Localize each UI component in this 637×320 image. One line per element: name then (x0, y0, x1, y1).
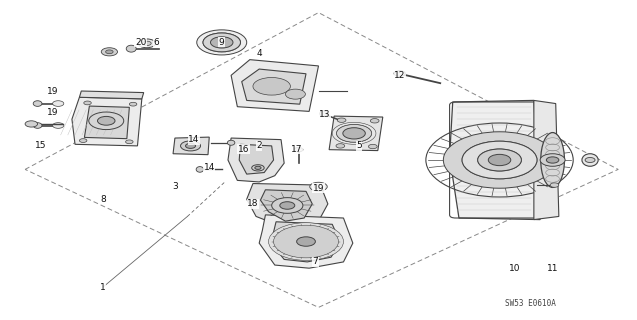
Polygon shape (450, 100, 540, 220)
Circle shape (272, 198, 303, 213)
Polygon shape (80, 91, 144, 99)
Circle shape (585, 157, 595, 163)
Polygon shape (84, 106, 129, 139)
Circle shape (101, 48, 117, 56)
Circle shape (343, 128, 366, 139)
Circle shape (280, 202, 295, 209)
Circle shape (138, 39, 155, 48)
Circle shape (273, 225, 338, 258)
Circle shape (394, 71, 405, 76)
Polygon shape (241, 69, 306, 104)
Circle shape (80, 139, 87, 142)
Ellipse shape (33, 123, 42, 128)
Circle shape (478, 149, 521, 171)
Text: 19: 19 (47, 86, 59, 95)
Circle shape (210, 37, 233, 48)
Polygon shape (247, 183, 328, 228)
Text: 19: 19 (47, 108, 59, 117)
Circle shape (550, 183, 559, 187)
Circle shape (294, 148, 303, 152)
Circle shape (297, 237, 315, 246)
Circle shape (197, 30, 247, 55)
Polygon shape (173, 137, 209, 155)
Circle shape (125, 140, 133, 144)
Circle shape (25, 121, 38, 127)
Text: 20: 20 (135, 38, 147, 47)
Polygon shape (329, 116, 383, 151)
Circle shape (314, 184, 323, 189)
Circle shape (310, 182, 327, 191)
Text: 19: 19 (313, 184, 324, 193)
Circle shape (368, 144, 377, 149)
Ellipse shape (196, 167, 204, 172)
Text: 4: 4 (256, 49, 262, 58)
Text: SW53 E0610A: SW53 E0610A (505, 299, 556, 308)
Text: 6: 6 (154, 38, 159, 47)
Ellipse shape (227, 140, 235, 145)
Text: 16: 16 (238, 145, 249, 154)
Circle shape (269, 223, 343, 260)
Circle shape (489, 154, 511, 166)
Polygon shape (240, 144, 273, 174)
Polygon shape (228, 138, 284, 182)
Circle shape (370, 119, 379, 123)
Polygon shape (271, 222, 340, 262)
Circle shape (336, 124, 371, 142)
Circle shape (97, 116, 115, 125)
Polygon shape (534, 100, 559, 220)
Circle shape (53, 123, 64, 128)
Circle shape (547, 157, 559, 163)
Text: 18: 18 (247, 199, 259, 208)
Text: 1: 1 (100, 283, 106, 292)
Circle shape (540, 154, 565, 166)
Text: 17: 17 (291, 145, 303, 154)
Text: 5: 5 (356, 141, 362, 150)
Polygon shape (72, 97, 142, 146)
Circle shape (252, 165, 264, 171)
Circle shape (106, 50, 113, 54)
Text: 14: 14 (204, 163, 215, 172)
Circle shape (443, 132, 555, 188)
Circle shape (185, 143, 196, 148)
Circle shape (336, 144, 345, 148)
Circle shape (478, 149, 521, 171)
Text: 12: 12 (394, 71, 405, 80)
Text: 14: 14 (188, 135, 199, 144)
Circle shape (89, 112, 124, 130)
Circle shape (143, 41, 151, 45)
Polygon shape (259, 215, 353, 268)
Text: 7: 7 (313, 257, 318, 267)
Ellipse shape (253, 77, 290, 95)
Text: 13: 13 (319, 110, 331, 119)
Circle shape (337, 118, 346, 122)
Text: 10: 10 (510, 264, 521, 273)
Text: 9: 9 (219, 38, 225, 47)
Circle shape (203, 33, 241, 52)
Circle shape (180, 141, 201, 151)
Polygon shape (231, 60, 318, 111)
Circle shape (287, 232, 325, 251)
Text: 11: 11 (547, 264, 559, 273)
Text: 8: 8 (100, 195, 106, 204)
Ellipse shape (285, 89, 305, 99)
Ellipse shape (320, 111, 327, 116)
Ellipse shape (582, 154, 598, 166)
Text: 15: 15 (35, 141, 47, 150)
Ellipse shape (541, 132, 564, 188)
Circle shape (84, 101, 91, 105)
Ellipse shape (126, 45, 136, 52)
Circle shape (255, 166, 261, 169)
Circle shape (203, 33, 241, 52)
Circle shape (462, 141, 537, 179)
Circle shape (336, 124, 371, 142)
Text: 3: 3 (172, 182, 178, 191)
Polygon shape (261, 190, 312, 221)
Circle shape (333, 122, 376, 144)
Circle shape (462, 141, 537, 179)
Circle shape (129, 102, 137, 106)
Ellipse shape (33, 101, 42, 106)
Circle shape (53, 101, 64, 106)
Text: 2: 2 (256, 141, 262, 150)
